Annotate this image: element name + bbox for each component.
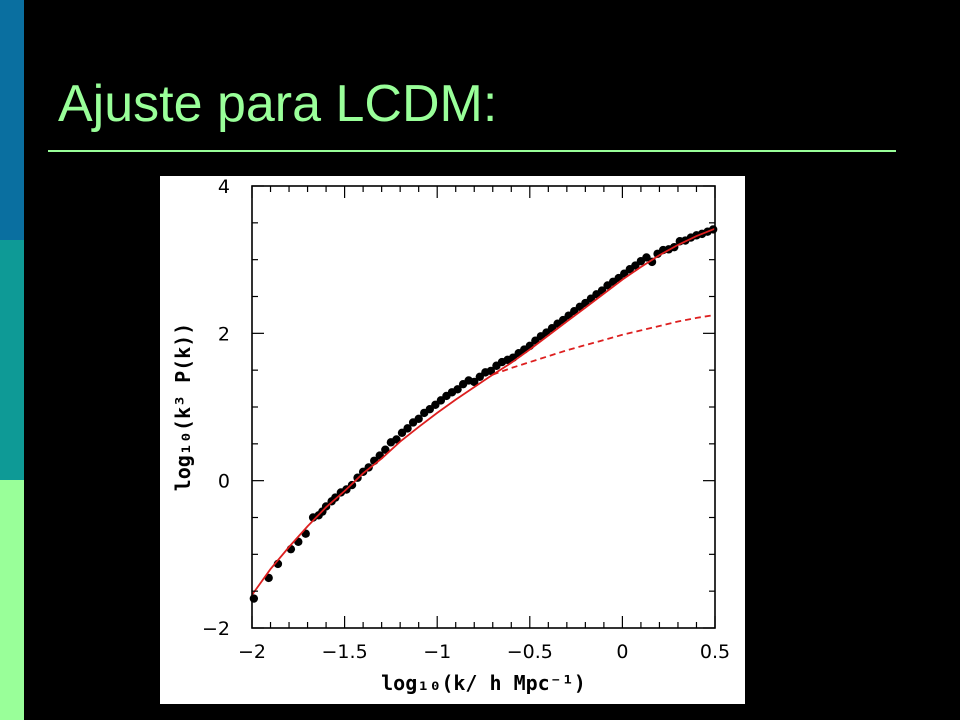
x-tick-label: −1.5 bbox=[322, 641, 368, 663]
x-axis-label: log₁₀(k/ h Mpc⁻¹) bbox=[381, 671, 586, 695]
chart-frame bbox=[251, 185, 716, 629]
data-point bbox=[331, 493, 340, 502]
data-point bbox=[486, 366, 496, 376]
sidebar-top-stripe bbox=[0, 0, 24, 240]
data-point bbox=[470, 377, 479, 387]
solid-fit-line bbox=[251, 227, 716, 596]
title-underline bbox=[48, 150, 896, 152]
data-point bbox=[392, 435, 401, 444]
data-point bbox=[249, 594, 259, 603]
y-tick-label: 4 bbox=[218, 176, 230, 198]
x-tick-label: 0 bbox=[616, 641, 628, 663]
data-point bbox=[453, 385, 462, 394]
data-point bbox=[414, 414, 423, 423]
x-tick-label: −2 bbox=[238, 641, 266, 663]
slide-title: Ajuste para LCDM: bbox=[58, 75, 498, 133]
y-axis-label: log₁₀(k³ P(k)) bbox=[171, 323, 195, 492]
y-tick-label: 2 bbox=[218, 323, 230, 345]
data-point bbox=[403, 424, 412, 433]
data-point bbox=[381, 445, 390, 454]
plot-frame bbox=[251, 185, 716, 629]
chart-marks bbox=[249, 225, 718, 603]
dashed-fit-line bbox=[492, 314, 716, 376]
sidebar-middle-stripe bbox=[0, 240, 24, 480]
x-tick-label: 0.5 bbox=[700, 641, 730, 663]
sidebar-bottom-stripe bbox=[0, 480, 24, 720]
chart-ticks: −2 −1.5 −1 −0.5 0 0.5 −2 0 2 4 bbox=[202, 176, 730, 663]
scatter-series bbox=[249, 225, 718, 603]
y-tick-label: 0 bbox=[218, 471, 230, 493]
data-point bbox=[647, 257, 657, 267]
x-tick-label: −1 bbox=[423, 641, 451, 663]
chart-panel: −2 −1.5 −1 −0.5 0 0.5 −2 0 2 4 log₁₀(k/ h Mpc⁻¹) … bbox=[160, 176, 745, 704]
x-tick-label: −0.5 bbox=[507, 641, 553, 663]
y-tick-label: −2 bbox=[202, 618, 230, 640]
